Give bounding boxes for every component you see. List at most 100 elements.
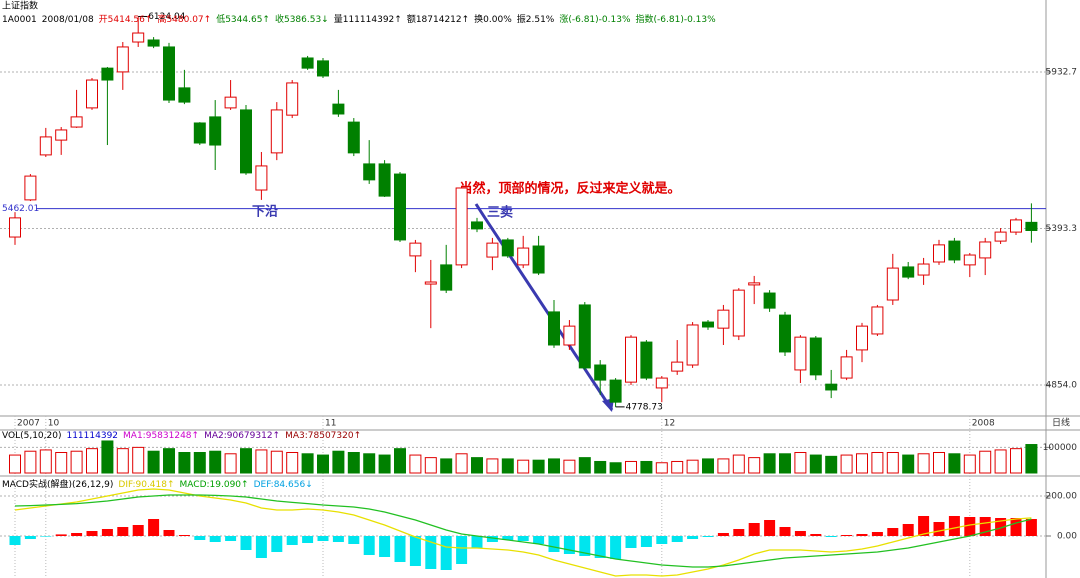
candle-body [532,245,545,274]
macd-bar [856,534,868,536]
volume-bar [948,453,961,474]
macd-bar [764,520,776,536]
candle-body [240,109,252,174]
header-field: 指数(-6.81)-0.13% [636,13,717,25]
header-field: 涨(-6.81)-0.13% [559,14,631,25]
candle-body [178,87,191,103]
volume-bar [270,450,283,474]
x-tick-label: 11 [325,419,336,429]
chart-title: 上证指数 [2,0,38,12]
candle-body [409,242,422,257]
x-tick-label: 12 [664,419,675,429]
volume-bar [563,459,576,474]
macd-bar [163,530,175,536]
candle-body [132,32,145,43]
volume-bar [548,458,560,474]
candle-body [963,254,976,266]
candle-body [363,163,376,181]
volume-bar [224,453,237,474]
macd-bar [240,536,252,550]
header-field: 1A0001 [2,15,37,25]
y-tick-label: 5393.3 [1046,224,1078,234]
macd-bar [656,536,668,544]
volume-bar [748,457,761,474]
volume-bar [979,450,992,474]
period-label: 日线 [1052,417,1070,429]
macd-bar [40,536,52,537]
macd-bar [24,536,36,539]
candle-body [886,267,899,301]
candle-body [101,67,114,81]
candle-body [147,39,160,47]
volume-bar [178,452,191,474]
candle-body [471,221,483,230]
candle-body [948,240,961,261]
candle-body [732,289,745,337]
macd-bar [625,536,637,548]
x-tick-label: 2008 [972,419,995,429]
volume-bar [609,462,622,474]
candle-body [9,217,21,238]
macd-bar [640,536,652,547]
macd-bar [671,536,683,542]
macd-bar [286,536,298,545]
volume-bar [440,458,453,474]
candle-body [440,264,453,291]
candle-body [856,325,868,351]
macd-bar [86,531,98,536]
macd-bar [579,536,591,556]
macd-bar [563,536,575,554]
candle-body [702,321,714,328]
header-field: MA3:78507320↑ [285,431,361,441]
macd-bar [332,536,344,542]
volume-bar [825,455,838,474]
candle-body [378,163,391,197]
annotation: 下沿 [252,205,278,220]
y-tick-label: 5932.7 [1046,67,1078,77]
y-tick-label: 4854.0 [1046,381,1078,391]
volume-bar [332,450,345,474]
candle-body [840,356,853,379]
candle-body [224,96,237,109]
header-field: DEF:84.656↓ [254,480,313,490]
candle-body [455,187,468,266]
candle-body [517,247,530,266]
candle-body [794,336,807,371]
candle-body [609,379,622,403]
candle-body [116,46,129,73]
macd-bar [964,517,976,536]
volume-bar [455,453,468,474]
volume-bar [70,450,83,474]
macd-bar [918,516,930,536]
macd-bar [456,536,468,564]
macd-bar [1010,518,1022,536]
volume-bar [671,460,684,474]
volume-bar [86,448,98,474]
volume-bar [378,454,391,474]
volume-bar [9,454,21,474]
y-tick-label: 200.00 [1046,492,1078,502]
x-tick-label: 2007 [17,419,40,429]
annotation: 当然，顶部的情况，反过来定义就是。 [459,181,680,197]
indicator-line [14,494,1032,568]
volume-bar [779,453,791,474]
volume-bar [317,454,329,474]
macd-bar [225,536,237,541]
volume-bar [686,459,699,474]
volume-bar [1010,448,1022,474]
candle-body [270,109,283,154]
macd-bar [871,532,883,536]
header-field: 量111114392↑ [334,14,402,25]
candle-body [809,337,822,376]
header-field: 开5414.56↑ [99,14,153,25]
candle-body [748,282,761,286]
candle-body [563,325,576,346]
macd-bar [178,535,190,536]
candle-body [979,241,992,259]
macd-bar [902,524,914,536]
header-field: MACD:19.090↑ [180,480,249,490]
macd-bar [517,536,529,541]
volume-bar [471,457,483,474]
candle-body [394,173,406,241]
